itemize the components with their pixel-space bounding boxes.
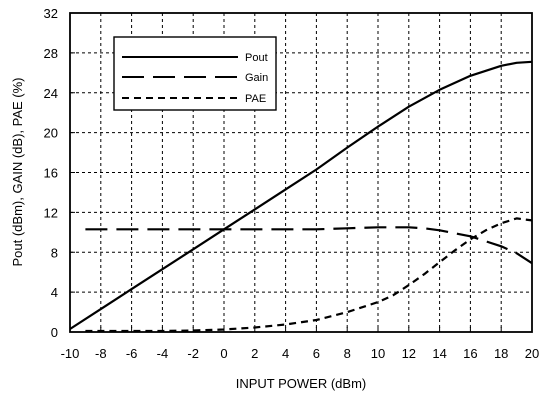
legend-label-pae: PAE (245, 93, 266, 105)
y-tick-label: 28 (44, 46, 58, 61)
x-tick-label: 8 (344, 346, 351, 361)
x-tick-label: -2 (187, 346, 199, 361)
x-tick-label: 4 (282, 346, 289, 361)
x-tick-label: 18 (494, 346, 508, 361)
x-tick-label: 2 (251, 346, 258, 361)
grid (70, 13, 532, 332)
series-line-gain (85, 226, 533, 265)
y-axis-title: Pout (dBm), GAIN (dB), PAE (%) (10, 77, 25, 266)
x-tick-label: 0 (220, 346, 227, 361)
x-tick-label: 10 (371, 346, 385, 361)
x-tick-label: -10 (61, 346, 80, 361)
legend: Pout Gain PAE (113, 36, 277, 111)
x-tick-label: 12 (402, 346, 416, 361)
x-tick-labels: -10 -8 -6 -4 -2 0 2 4 6 8 10 12 14 16 18 20 (61, 346, 540, 361)
y-tick-label: 20 (44, 126, 58, 141)
legend-label-gain: Gain (245, 72, 268, 84)
y-tick-label: 24 (44, 86, 58, 101)
series-layer (69, 60, 533, 333)
y-tick-label: 16 (44, 166, 58, 181)
y-tick-label: 0 (51, 325, 58, 340)
y-tick-labels: 0 4 8 12 16 20 24 28 32 (44, 6, 58, 340)
series-line-pae (85, 217, 533, 333)
x-tick-label: -8 (95, 346, 107, 361)
x-tick-label: -6 (126, 346, 138, 361)
y-tick-label: 32 (44, 6, 58, 21)
x-tick-label: 6 (313, 346, 320, 361)
y-tick-label: 12 (44, 205, 58, 220)
x-tick-label: 20 (525, 346, 539, 361)
y-tick-label: 8 (51, 245, 58, 260)
legend-label-pout: Pout (245, 52, 268, 64)
y-tick-label: 4 (51, 285, 58, 300)
x-tick-label: 16 (463, 346, 477, 361)
x-tick-label: -4 (157, 346, 169, 361)
tick-marks (69, 12, 533, 333)
x-axis-title: INPUT POWER (dBm) (236, 376, 367, 391)
series-line-pout (69, 60, 533, 330)
x-tick-label: 14 (432, 346, 446, 361)
